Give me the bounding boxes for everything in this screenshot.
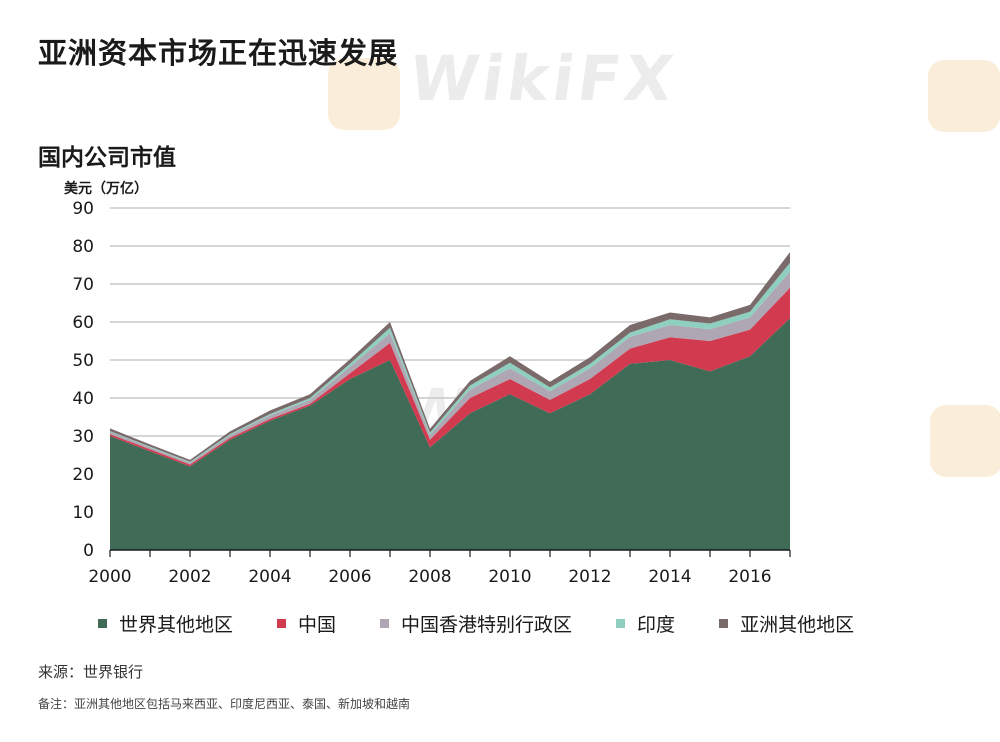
axes: 0 10 20 30 40 50 60 70 80 90 2000 2002 2004 2006 2008 2… (72, 199, 791, 587)
legend-item: 亚洲其他地区 (719, 610, 854, 637)
y-tick-label: 0 (83, 541, 94, 561)
footnote: 备注：亚洲其他地区包括马来西亚、印度尼西亚、泰国、新加坡和越南 (38, 697, 411, 711)
x-tick-label: 2010 (488, 567, 531, 587)
y-tick-label: 80 (72, 237, 94, 257)
x-tick-label: 2012 (568, 567, 611, 587)
x-tick-label: 2014 (648, 567, 691, 587)
legend-item: 中国 (277, 610, 336, 637)
x-tick-label: 2002 (168, 567, 211, 587)
source-note: 来源：世界银行 (38, 663, 144, 681)
legend-swatch (616, 619, 626, 628)
legend-label: 印度 (637, 614, 676, 636)
y-tick-label: 40 (72, 389, 94, 409)
x-tick-label: 2004 (248, 567, 291, 587)
y-tick-label: 20 (72, 465, 94, 485)
legend-label: 亚洲其他地区 (740, 614, 855, 636)
x-tick-label: 2000 (88, 567, 131, 587)
area-series-4 (110, 252, 790, 462)
legend-label: 中国香港特别行政区 (401, 614, 573, 636)
legend-swatch (380, 619, 390, 628)
page-title: 亚洲资本市场正在迅速发展 (38, 36, 399, 70)
x-tick-label: 2008 (408, 567, 451, 587)
legend-label: 世界其他地区 (119, 614, 234, 636)
chart-title: 国内公司市值 (38, 145, 176, 171)
y-tick-label: 70 (72, 275, 94, 295)
y-tick-label: 10 (72, 503, 94, 523)
legend-item: 世界其他地区 (98, 610, 233, 637)
legend-swatch (98, 619, 107, 628)
y-tick-label: 90 (72, 199, 94, 219)
x-tick-label: 2016 (728, 567, 771, 587)
legend-swatch (277, 619, 287, 628)
area-series-0 (110, 318, 790, 550)
x-tick-label: 2006 (328, 567, 371, 587)
legend-item: 中国香港特别行政区 (380, 610, 572, 637)
y-tick-label: 60 (72, 313, 94, 333)
y-tick-label: 50 (72, 351, 94, 371)
stacked-areas (110, 252, 790, 550)
legend: 世界其他地区 中国 中国香港特别行政区 印度 亚洲其他地区 (98, 610, 898, 637)
y-tick-label: 30 (72, 427, 94, 447)
legend-label: 中国 (298, 614, 337, 636)
legend-item: 印度 (616, 610, 675, 637)
y-axis-label: 美元（万亿） (64, 181, 148, 197)
legend-swatch (719, 619, 729, 628)
